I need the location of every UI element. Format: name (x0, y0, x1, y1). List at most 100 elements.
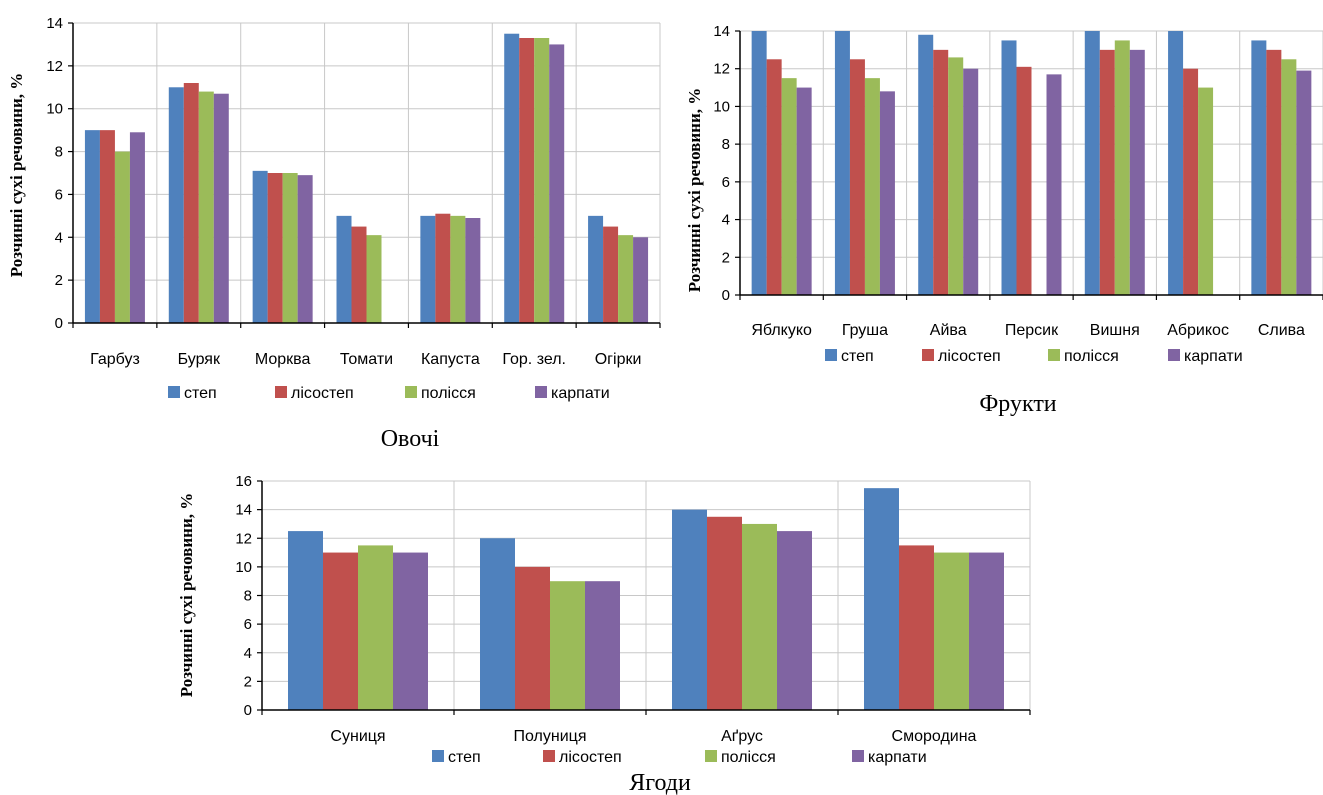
y-tick-label: 14 (713, 23, 730, 40)
x-tick-label: Айва (930, 322, 967, 339)
bar-полісся-Смородина (934, 552, 969, 710)
bar-карпати-Капуста (465, 218, 481, 323)
bar-лісостеп-Томати (351, 226, 367, 323)
bar-полісся-Груша (864, 78, 880, 296)
bar-карпати-Груша (879, 91, 895, 295)
bar-лісостеп-Гарбуз (99, 130, 115, 323)
y-tick-label: 10 (235, 559, 252, 576)
bar-степ-Смородина (864, 488, 899, 710)
bar-лісостеп-Полуниця (515, 566, 550, 710)
y-tick-label: 8 (244, 588, 252, 605)
bar-полісся-Абрикос (1198, 87, 1214, 295)
y-tick-label: 12 (713, 61, 730, 78)
bar-карпати-Вишня (1129, 49, 1145, 295)
bar-карпати-Аґрус (777, 531, 812, 710)
bar-лісостеп-Буряк (183, 83, 199, 323)
bar-полісся-Капуста (450, 215, 466, 323)
y-tick-label: 4 (244, 645, 252, 662)
bar-лісостеп-Суниця (323, 552, 358, 710)
bar-лісостеп-Вишня (1099, 49, 1115, 295)
bar-лісостеп-Морква (267, 173, 283, 323)
y-tick-label: 2 (722, 249, 730, 266)
bar-степ-Аґрус (672, 509, 707, 710)
bar-лісостеп-Аґрус (707, 516, 742, 710)
legend-label-карпати: карпати (1184, 348, 1243, 365)
bar-лісостеп-Гор. зел. (519, 38, 535, 323)
legend-swatch-степ (432, 750, 444, 762)
x-tick-label: Гор. зел. (502, 351, 566, 368)
y-tick-label: 12 (235, 530, 252, 547)
bar-степ-Капуста (420, 215, 436, 323)
legend: степ лісостеп полісся карпати (825, 348, 1243, 365)
legend-swatch-лісостеп (543, 750, 555, 762)
x-tick-label: Слива (1258, 322, 1305, 339)
bar-степ-Вишня (1084, 31, 1100, 295)
bar-карпати-Гарбуз (129, 132, 145, 323)
legend-label-карпати: карпати (551, 385, 610, 402)
bar-полісся-Аґрус (742, 523, 777, 710)
x-tick-label: Капуста (421, 351, 480, 368)
bar-карпати-Персик (1046, 74, 1062, 295)
bar-лісостеп-Айва (933, 49, 949, 295)
y-axis-label: Розчинні сухі речовини, % (177, 493, 196, 698)
y-axis-label: Розчинні сухі речовини, % (7, 73, 26, 278)
bar-степ-Томати (336, 215, 352, 323)
x-tick-label: Гарбуз (90, 351, 140, 368)
legend-swatch-степ (825, 349, 837, 361)
bar-полісся-Слива (1281, 59, 1297, 296)
bar-карпати-Смородина (969, 552, 1004, 710)
y-tick-label: 10 (713, 98, 730, 115)
y-tick-label: 10 (46, 101, 63, 118)
bar-степ-Груша (834, 31, 850, 295)
bar-степ-Гор. зел. (504, 33, 520, 323)
y-axis-label: Розчинні сухі речовини, % (685, 88, 704, 293)
x-tick-label: Смородина (892, 728, 977, 745)
bar-степ-Морква (252, 170, 268, 323)
bars (751, 31, 1312, 296)
chart-caption: Фрукти (979, 391, 1056, 417)
bar-полісся-Томати (366, 235, 382, 323)
bar-лісостеп-Слива (1266, 49, 1282, 295)
bar-полісся-Айва (948, 57, 964, 296)
y-tick-label: 8 (722, 136, 730, 153)
legend-label-лісостеп: лісостеп (559, 749, 622, 766)
bar-карпати-Суниця (393, 552, 428, 710)
chart-2: 0 2 4 6 8 10 12 14 Яблкуко Груша Айва Персик Вишня Аб… (685, 23, 1323, 417)
chart-3: 0 2 4 6 8 10 12 14 16 Суниця Полуниця Аґрус Смородин… (177, 473, 1031, 795)
legend-label-полісся: полісся (421, 385, 476, 402)
legend-label-лісостеп: лісостеп (938, 348, 1001, 365)
y-tick-label: 2 (55, 272, 63, 289)
y-tick-label: 0 (244, 702, 252, 719)
bar-полісся-Полуниця (550, 581, 585, 710)
x-tick-label: Аґрус (721, 728, 763, 745)
legend-swatch-степ (168, 386, 180, 398)
bar-степ-Суниця (288, 531, 323, 710)
bar-лісостеп-Абрикос (1183, 68, 1199, 295)
axes: 0 2 4 6 8 10 12 14 Яблкуко Груша Айва Персик Вишня Аб… (713, 23, 1323, 339)
bar-карпати-Яблкуко (796, 87, 812, 295)
legend-swatch-карпати (852, 750, 864, 762)
bar-степ-Гарбуз (84, 130, 100, 323)
legend-swatch-карпати (535, 386, 547, 398)
bar-полісся-Гарбуз (114, 151, 130, 323)
bar-карпати-Слива (1296, 70, 1312, 295)
bar-лісостеп-Персик (1016, 66, 1032, 295)
x-tick-label: Томати (340, 351, 393, 368)
x-tick-label: Полуниця (514, 728, 587, 745)
bar-полісся-Вишня (1114, 40, 1130, 295)
x-tick-label: Суниця (330, 728, 385, 745)
legend-swatch-лісостеп (922, 349, 934, 361)
y-tick-label: 2 (244, 673, 252, 690)
bar-степ-Абрикос (1168, 31, 1184, 295)
x-tick-label: Морква (255, 351, 311, 368)
bar-лісостеп-Огірки (603, 226, 619, 323)
x-tick-label: Персик (1005, 322, 1059, 339)
y-tick-label: 12 (46, 58, 63, 75)
bar-степ-Яблкуко (751, 31, 767, 295)
bar-степ-Персик (1001, 40, 1017, 295)
x-tick-label: Яблкуко (751, 322, 812, 339)
x-tick-label: Абрикос (1167, 322, 1229, 339)
bar-карпати-Гор. зел. (549, 44, 565, 324)
bar-степ-Буряк (168, 87, 184, 324)
